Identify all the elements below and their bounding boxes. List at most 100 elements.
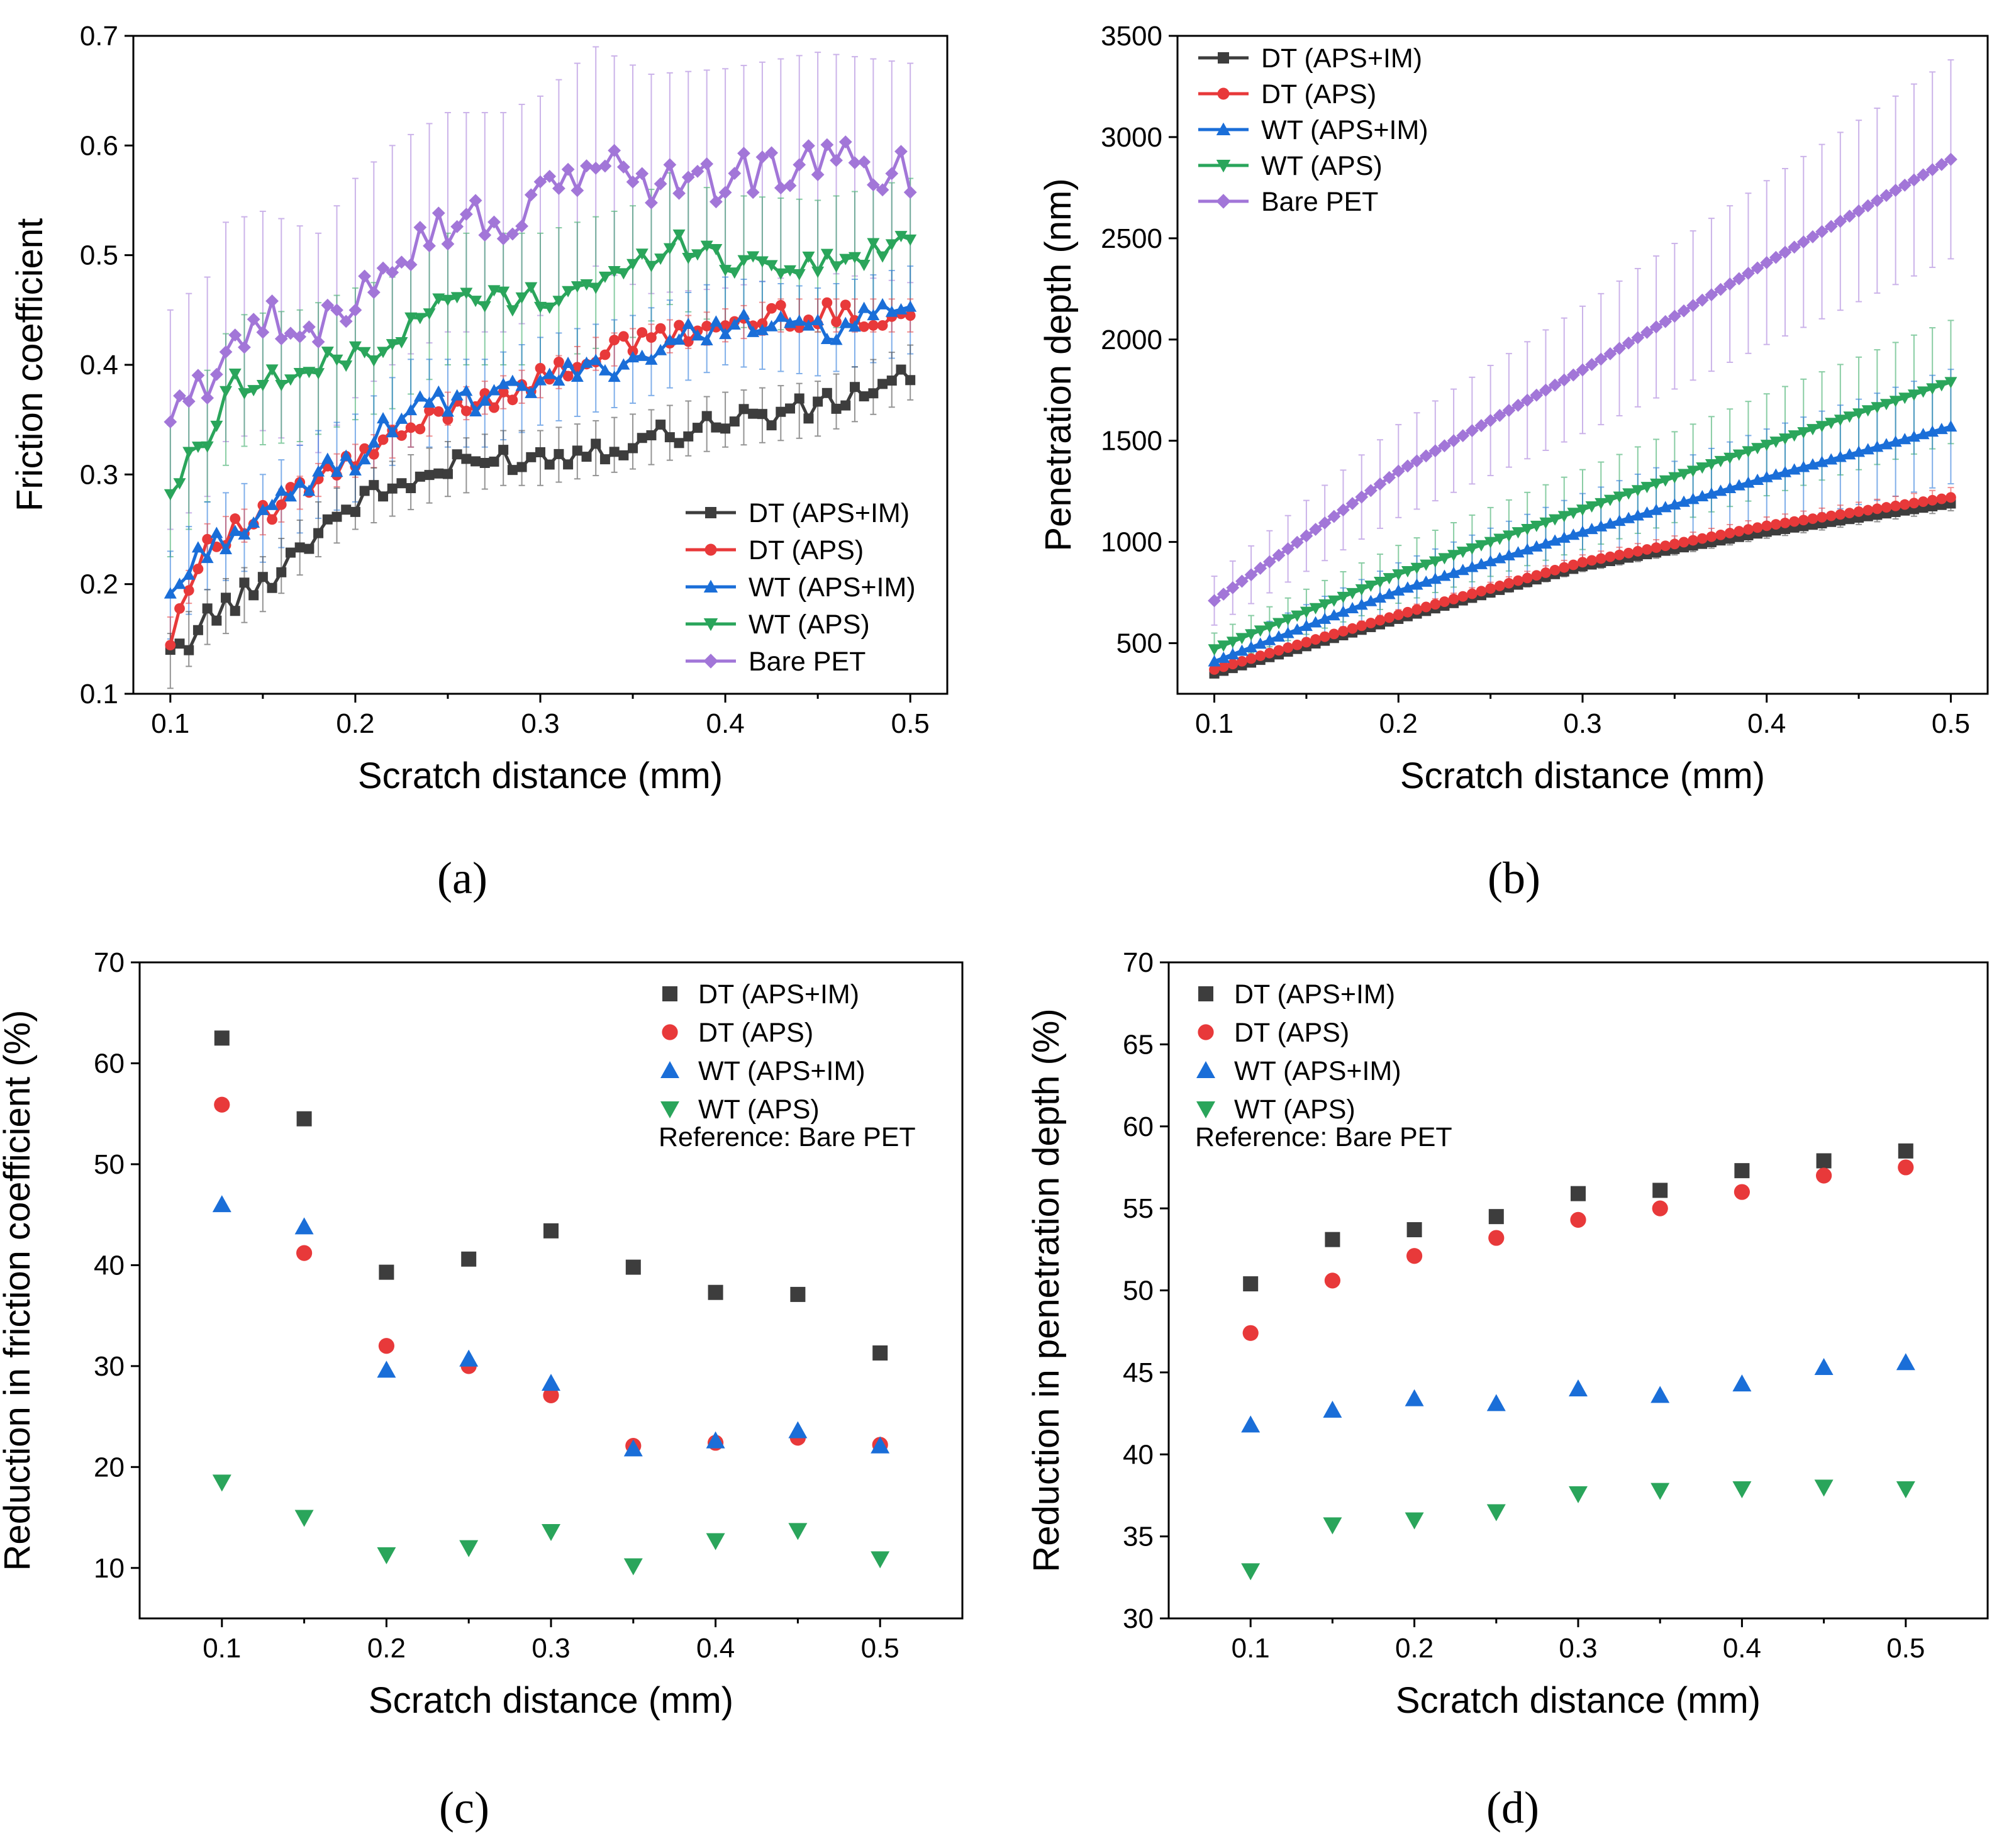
data-point bbox=[1226, 637, 1239, 648]
data-point bbox=[1456, 429, 1470, 443]
data-point bbox=[886, 376, 897, 386]
data-point bbox=[1696, 533, 1708, 544]
data-point bbox=[525, 282, 538, 294]
y-tick-label: 30 bbox=[94, 1351, 125, 1382]
data-point bbox=[830, 261, 843, 273]
data-point bbox=[265, 498, 279, 510]
data-point bbox=[1695, 293, 1709, 307]
data-point bbox=[1488, 1209, 1504, 1225]
data-point bbox=[1484, 537, 1497, 548]
data-point bbox=[1263, 621, 1276, 633]
data-point bbox=[1226, 648, 1239, 660]
data-point bbox=[896, 364, 906, 375]
data-point bbox=[1861, 199, 1875, 213]
data-point bbox=[1447, 566, 1461, 578]
data-point bbox=[330, 354, 343, 366]
data-point bbox=[1466, 588, 1478, 599]
data-point bbox=[1659, 475, 1672, 487]
data-point bbox=[182, 394, 196, 408]
data-point bbox=[793, 269, 806, 281]
data-point bbox=[1411, 604, 1422, 615]
data-point bbox=[1816, 1167, 1832, 1184]
data-point bbox=[1769, 437, 1783, 448]
data-point bbox=[623, 1558, 643, 1576]
data-point bbox=[710, 243, 723, 255]
data-point bbox=[256, 325, 270, 339]
data-point bbox=[406, 483, 416, 494]
data-point bbox=[562, 357, 575, 369]
data-point bbox=[1668, 472, 1681, 484]
data-point bbox=[533, 175, 547, 189]
data-point bbox=[840, 400, 851, 411]
x-tick-label: 0.4 bbox=[1723, 1633, 1761, 1664]
data-point bbox=[1226, 581, 1240, 594]
data-point bbox=[1605, 551, 1616, 562]
data-point bbox=[239, 577, 250, 588]
data-point bbox=[230, 513, 241, 524]
data-point bbox=[1217, 651, 1230, 663]
data-point bbox=[711, 422, 721, 433]
data-point bbox=[174, 638, 185, 649]
data-point bbox=[1263, 633, 1276, 645]
data-point bbox=[1585, 358, 1599, 371]
data-point bbox=[535, 363, 546, 374]
data-point bbox=[710, 315, 723, 327]
x-tick-label: 0.4 bbox=[1747, 708, 1786, 739]
data-point bbox=[1834, 214, 1847, 228]
data-point bbox=[1502, 530, 1515, 542]
data-point bbox=[1318, 612, 1332, 624]
data-point bbox=[1327, 609, 1340, 621]
data-point bbox=[1734, 526, 1745, 537]
data-point bbox=[700, 333, 713, 345]
data-point bbox=[1825, 418, 1838, 430]
data-point bbox=[728, 167, 742, 181]
data-point bbox=[1520, 393, 1534, 407]
data-point bbox=[515, 292, 528, 304]
data-point bbox=[718, 186, 732, 199]
data-point bbox=[876, 183, 889, 197]
data-point bbox=[542, 1524, 560, 1542]
x-tick-label: 0.3 bbox=[532, 1633, 570, 1664]
data-point bbox=[1235, 644, 1249, 656]
data-point bbox=[1796, 235, 1810, 249]
data-point bbox=[1327, 595, 1340, 607]
data-point bbox=[664, 432, 675, 443]
data-point bbox=[1640, 325, 1654, 339]
data-point bbox=[746, 186, 760, 199]
data-point bbox=[1760, 256, 1774, 269]
data-point bbox=[210, 420, 223, 432]
data-point bbox=[609, 447, 620, 457]
data-point bbox=[1540, 567, 1551, 578]
data-point bbox=[783, 179, 797, 192]
data-point bbox=[1652, 1200, 1668, 1216]
data-point bbox=[1218, 661, 1229, 672]
data-point bbox=[506, 374, 519, 386]
data-point bbox=[774, 268, 788, 280]
data-point bbox=[330, 303, 343, 317]
data-point bbox=[212, 1474, 231, 1492]
data-point bbox=[274, 332, 288, 346]
data-point bbox=[1243, 1276, 1259, 1292]
data-point bbox=[802, 319, 815, 331]
data-point bbox=[562, 370, 574, 382]
data-point bbox=[220, 543, 233, 555]
data-point bbox=[506, 227, 520, 241]
data-point bbox=[524, 188, 538, 202]
data-point bbox=[609, 335, 620, 345]
data-point bbox=[1559, 562, 1570, 573]
legend-label: WT (APS) bbox=[698, 1094, 820, 1125]
data-point bbox=[1880, 399, 1893, 411]
data-point bbox=[404, 312, 418, 324]
data-point bbox=[1355, 598, 1368, 610]
legend-label: DT (APS) bbox=[749, 535, 864, 565]
data-point bbox=[1466, 543, 1479, 555]
data-point bbox=[459, 208, 473, 221]
data-point bbox=[423, 239, 436, 253]
data-point bbox=[432, 385, 445, 397]
data-point bbox=[1843, 209, 1856, 223]
data-point bbox=[1852, 408, 1866, 420]
reference-note: Reference: Bare PET bbox=[1195, 1122, 1452, 1152]
data-point bbox=[1319, 631, 1330, 642]
data-point bbox=[265, 294, 279, 308]
data-point bbox=[1898, 1143, 1913, 1159]
